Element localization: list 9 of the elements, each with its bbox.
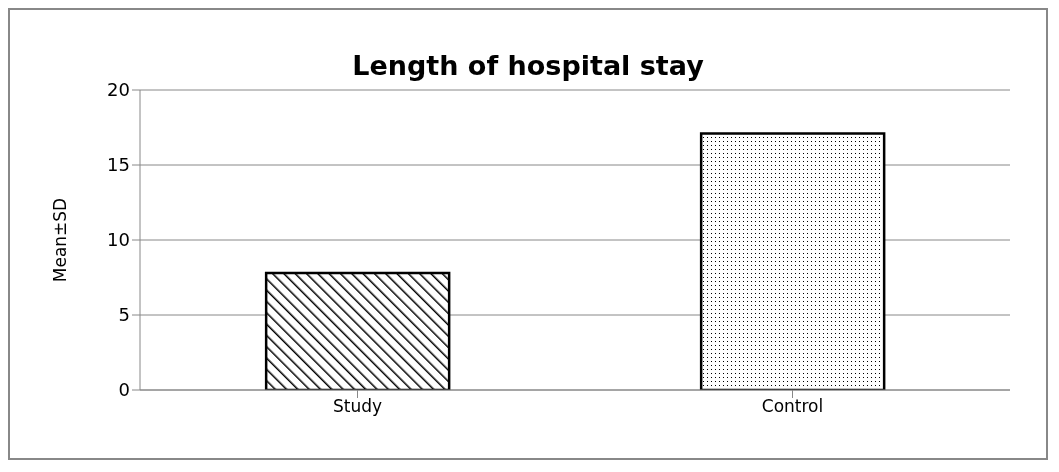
y-axis-title: Mean±SD (50, 197, 71, 283)
chart-title: Length of hospital stay (351, 49, 705, 81)
y-tick-label: 0 (118, 379, 130, 401)
y-tick-label: 5 (118, 304, 130, 326)
y-tick-label: 20 (107, 79, 130, 101)
x-tick-label: Control (761, 396, 824, 417)
y-tick-label: 15 (107, 154, 130, 176)
y-tick-label: 10 (107, 229, 130, 251)
x-tick-label: Study (332, 396, 383, 417)
